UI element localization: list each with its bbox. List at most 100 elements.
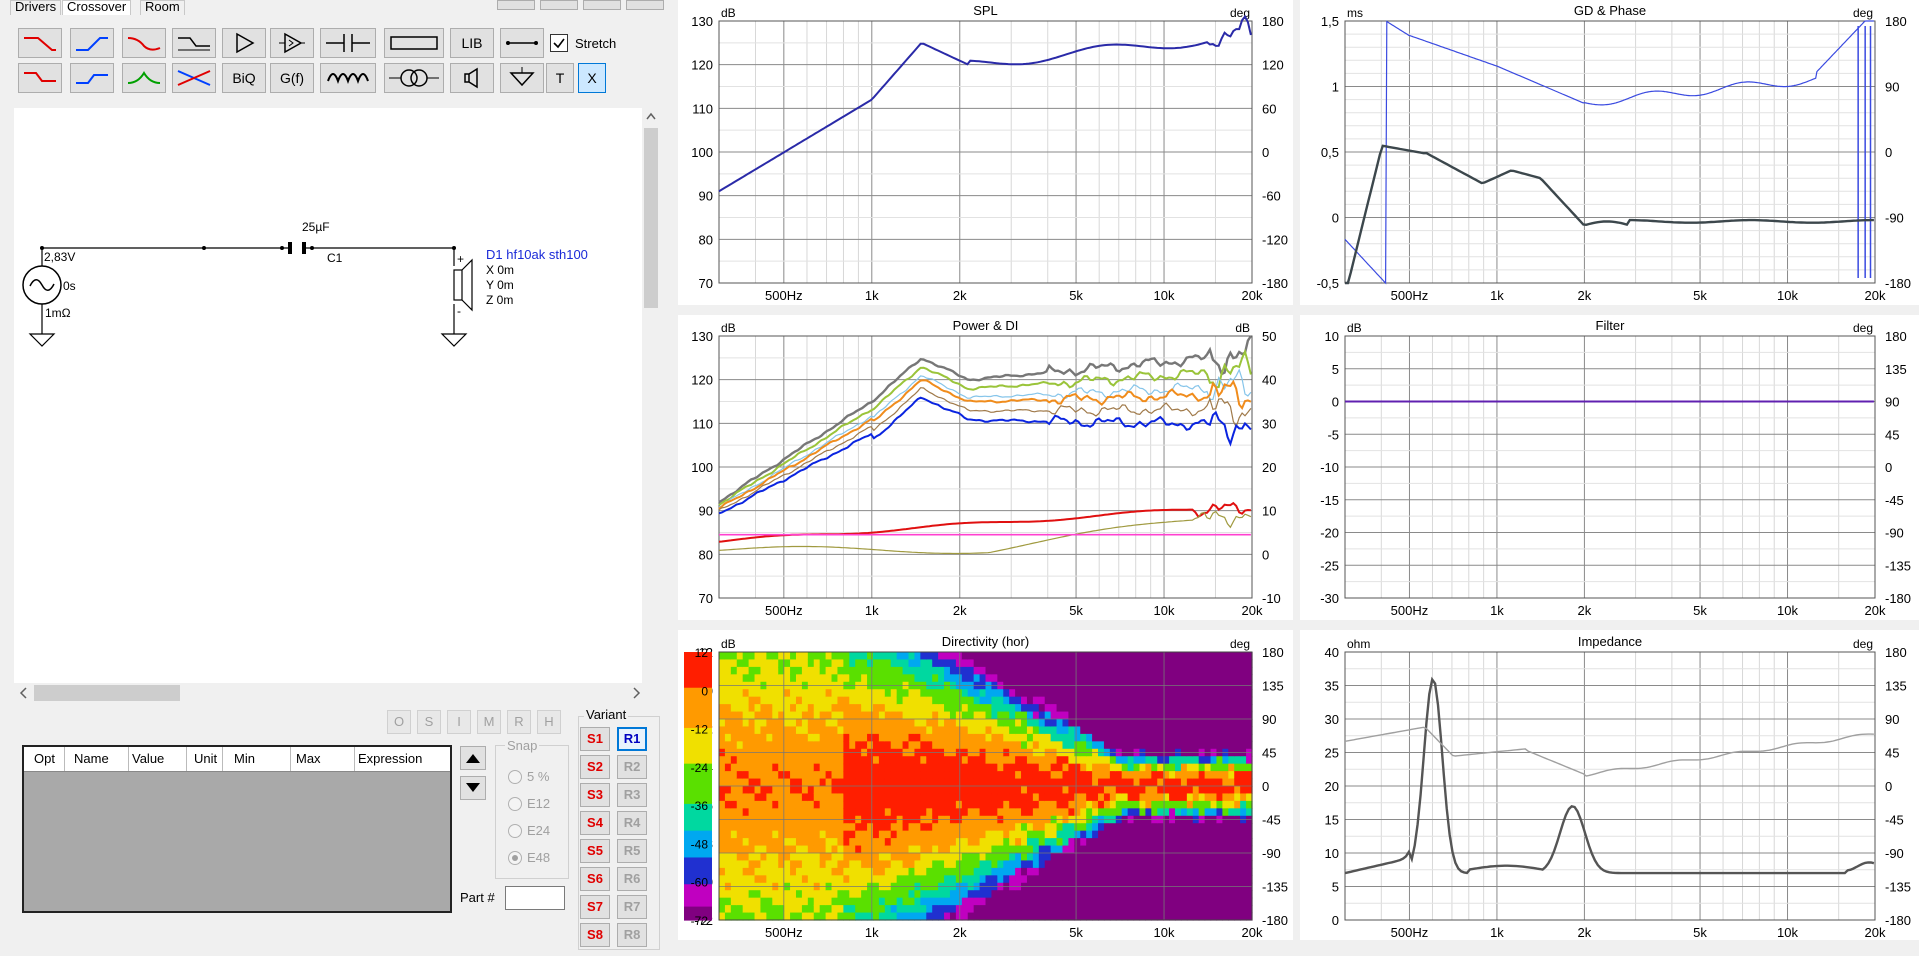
variant-r4-button[interactable]: R4 — [617, 811, 647, 835]
vertical-scroll-thumb[interactable] — [644, 128, 658, 308]
variant-r2-button[interactable]: R2 — [617, 755, 647, 779]
snap-5pct-radio[interactable] — [508, 770, 522, 784]
col-value[interactable]: Value — [132, 751, 165, 766]
freq-tick: 500Hz — [1391, 288, 1429, 303]
lowpass-shelf-icon[interactable] — [18, 63, 62, 93]
directivity-plot[interactable]: 120-12-24-36-48-60-7218013590450-45-90-1… — [678, 630, 1293, 940]
spl-plot[interactable]: 130120110100908070180120600-60-120-18050… — [678, 0, 1293, 305]
top-button-1[interactable] — [497, 0, 535, 10]
opt-i-button[interactable]: I — [447, 710, 471, 734]
resistor-icon[interactable] — [384, 28, 444, 58]
heatmap-cell — [1175, 867, 1182, 876]
shelf-filter-icon[interactable] — [172, 28, 216, 58]
speaker-icon[interactable] — [450, 63, 494, 93]
variant-r3-button[interactable]: R3 — [617, 783, 647, 807]
heatmap-cell — [807, 778, 815, 787]
opt-h-button[interactable]: H — [537, 710, 561, 734]
heatmap-cell — [813, 867, 821, 876]
variant-s7-button[interactable]: S7 — [580, 895, 610, 919]
bandpass-filter-icon[interactable] — [122, 28, 166, 58]
heatmap-cell — [908, 853, 916, 862]
variant-s1-button[interactable]: S1 — [580, 727, 610, 751]
heatmap-cell — [1151, 875, 1158, 884]
heatmap-cell — [973, 823, 981, 832]
biquad-button[interactable]: BiQ — [222, 63, 266, 93]
opt-o-button[interactable]: O — [387, 710, 411, 734]
power-di-graph[interactable]: 130 120 110 100 90 80 70 50 40 30 20 10 0 -10 500Hz 1k 2… — [678, 315, 1293, 620]
ground-icon[interactable] — [500, 63, 544, 93]
col-unit[interactable]: Unit — [194, 751, 218, 766]
heatmap-cell — [926, 786, 933, 795]
opt-r-button[interactable]: R — [507, 710, 531, 734]
move-up-button[interactable] — [460, 746, 486, 770]
variant-r1-button[interactable]: R1 — [617, 727, 647, 751]
inductor-icon[interactable] — [320, 63, 376, 93]
function-button[interactable]: G(f) — [270, 63, 314, 93]
heatmap-cell — [1056, 867, 1064, 876]
stretch-checkbox[interactable] — [550, 34, 568, 52]
part-number-input[interactable] — [505, 886, 565, 910]
snap-e12-radio[interactable] — [508, 797, 522, 811]
tab-drivers[interactable]: Drivers — [10, 0, 62, 15]
variant-s4-button[interactable]: S4 — [580, 811, 610, 835]
variant-s8-button[interactable]: S8 — [580, 923, 610, 947]
highpass-shelf-icon[interactable] — [70, 63, 114, 93]
variant-r6-button[interactable]: R6 — [617, 867, 647, 891]
col-min[interactable]: Min — [234, 751, 255, 766]
cap-value[interactable]: 25µF — [302, 220, 330, 234]
params-table[interactable]: Opt Name Value Unit Min Max Expression — [22, 745, 452, 913]
horizontal-scroll-thumb[interactable] — [34, 685, 180, 701]
opt-m-button[interactable]: M — [477, 710, 501, 734]
spl-graph[interactable]: 130 120 110 100 90 80 70 180 120 60 0 -60 -120 -180 50… — [678, 0, 1293, 305]
vertical-scrollbar[interactable] — [642, 108, 660, 683]
lowpass-filter-icon[interactable] — [18, 28, 62, 58]
snap-e24-radio[interactable] — [508, 824, 522, 838]
text-button[interactable]: T — [546, 63, 574, 93]
transformer-icon[interactable] — [384, 63, 444, 93]
variant-s5-button[interactable]: S5 — [580, 839, 610, 863]
col-opt[interactable]: Opt — [34, 751, 55, 766]
variant-s3-button[interactable]: S3 — [580, 783, 610, 807]
heatmap-cell — [902, 905, 910, 914]
snap-e48-radio[interactable] — [508, 851, 522, 865]
variant-r8-button[interactable]: R8 — [617, 923, 647, 947]
tab-room[interactable]: Room — [140, 0, 185, 15]
capacitor-icon[interactable] — [320, 28, 376, 58]
schematic-canvas[interactable]: 2,83V 0s 1mΩ 25µF C1 + - D1 hf10ak sth10… — [14, 108, 642, 683]
heatmap-cell — [878, 696, 886, 705]
variant-s2-button[interactable]: S2 — [580, 755, 610, 779]
horizontal-scrollbar[interactable] — [14, 683, 642, 703]
lib-button[interactable]: LIB — [450, 28, 494, 58]
move-down-button[interactable] — [460, 776, 486, 800]
heatmap-cell — [736, 897, 744, 906]
top-button-2[interactable] — [540, 0, 578, 10]
opt-s-button[interactable]: S — [417, 710, 441, 734]
impedance-graph[interactable]: 40 35 30 25 20 15 10 5 0 180 135 90 45 0 -45 -90 -135 -18… — [1300, 630, 1919, 940]
highpass-filter-icon[interactable] — [70, 28, 114, 58]
notch-filter-icon[interactable] — [122, 63, 166, 93]
top-button-4[interactable] — [626, 0, 664, 10]
tab-crossover[interactable]: Crossover — [62, 0, 132, 15]
col-expression[interactable]: Expression — [358, 751, 423, 766]
variant-r7-button[interactable]: R7 — [617, 895, 647, 919]
wire-icon[interactable] — [500, 28, 544, 58]
variant-s6-button[interactable]: S6 — [580, 867, 610, 891]
delete-button[interactable]: X — [578, 63, 606, 93]
filter-plot[interactable]: 1050-5-10-15-20-25-3018013590450-45-90-1… — [1300, 315, 1919, 620]
amplifier-icon[interactable] — [222, 28, 266, 58]
heatmap-cell — [1044, 838, 1052, 847]
col-max[interactable]: Max — [296, 751, 321, 766]
gd-phase-graph[interactable]: 1,5 1 0,5 0 -0,5 180 90 0 -90 -180 500Hz 1k 2k 5k 10k 2… — [1300, 0, 1919, 305]
directivity-graph[interactable]: 120-12-24-36-48-60-7218013590450-45-90-1… — [678, 630, 1293, 940]
heatmap-cell — [920, 674, 927, 683]
top-button-3[interactable] — [583, 0, 621, 10]
buffer-amp-icon[interactable] — [270, 28, 314, 58]
filter-graph[interactable]: 10 5 0 -5 -10 -15 -20 -25 -30 180 135 90 45 0 -45 -90 -1… — [1300, 315, 1919, 620]
col-name[interactable]: Name — [74, 751, 109, 766]
impedance-plot[interactable]: 403530252015105018013590450-45-90-135-18… — [1300, 630, 1919, 940]
allpass-filter-icon[interactable] — [172, 63, 216, 93]
driver-name[interactable]: D1 hf10ak sth100 — [486, 247, 588, 262]
variant-r5-button[interactable]: R5 — [617, 839, 647, 863]
